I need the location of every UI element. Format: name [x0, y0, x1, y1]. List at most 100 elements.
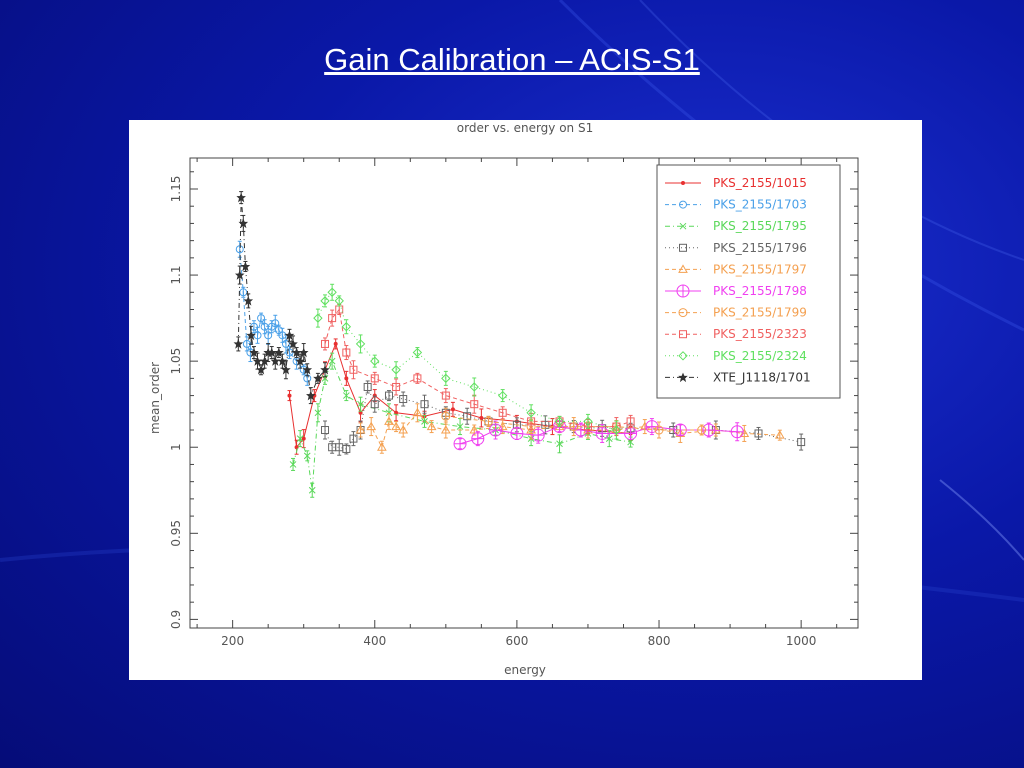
y-tick-label: 1.05: [169, 348, 183, 375]
data-point: [469, 425, 480, 434]
data-point: [489, 423, 503, 437]
data-point: [287, 393, 292, 398]
data-point: [456, 423, 464, 430]
data-point: [595, 426, 609, 440]
legend-marker: [681, 181, 685, 185]
data-point: [583, 416, 593, 427]
data-point: [392, 382, 401, 391]
data-point: [328, 314, 337, 323]
data-point: [277, 356, 288, 366]
legend-marker: [678, 264, 688, 273]
legend-label: XTE_J1118/1701: [713, 370, 811, 384]
data-point: [497, 390, 508, 401]
legend-marker: [678, 308, 688, 318]
legend-label: PKS_2155/2323: [713, 327, 807, 341]
x-axis-label: energy: [504, 663, 546, 677]
data-point: [470, 400, 479, 409]
legend-marker: [678, 372, 688, 383]
data-point: [342, 392, 350, 399]
data-point: [321, 426, 330, 435]
legend-label: PKS_2155/2324: [713, 349, 807, 363]
data-point: [370, 400, 379, 409]
series-pks-2155-2324: [313, 283, 622, 440]
y-tick-label: 1: [169, 443, 183, 451]
chart-figure: order vs. energy on S1 energy mean_order…: [129, 120, 922, 680]
data-point: [426, 421, 437, 431]
data-point: [531, 428, 545, 442]
data-point: [569, 422, 579, 432]
y-tick-label: 1.15: [169, 176, 183, 203]
legend-marker: [679, 200, 687, 209]
legend-label: PKS_2155/1798: [713, 284, 807, 298]
data-point: [281, 364, 291, 375]
data-point: [271, 319, 280, 328]
data-point: [702, 423, 716, 437]
data-point: [510, 426, 524, 440]
data-point: [313, 313, 323, 323]
data-point: [333, 341, 338, 346]
data-point: [469, 382, 479, 392]
data-point: [730, 425, 744, 439]
data-point: [238, 218, 249, 229]
chart-legend: PKS_2155/1015 PKS_2155/1703 PKS_2155/1795 P…: [656, 164, 841, 399]
data-point: [556, 440, 563, 448]
data-point: [296, 435, 304, 442]
data-point: [240, 261, 251, 272]
x-tick-label: 400: [363, 634, 386, 648]
data-point: [344, 376, 349, 381]
series-line: [317, 291, 617, 431]
data-point: [314, 409, 322, 417]
legend-marker: [678, 351, 688, 361]
data-point: [624, 426, 638, 440]
data-point: [233, 339, 244, 349]
data-point: [391, 421, 401, 431]
data-point: [498, 408, 507, 417]
data-point: [450, 407, 455, 412]
data-point: [440, 425, 451, 434]
series-line: [324, 308, 631, 428]
data-point: [327, 287, 337, 297]
data-point: [370, 356, 380, 366]
data-point: [774, 430, 785, 439]
data-point: [342, 444, 351, 453]
data-point: [320, 364, 330, 375]
data-point: [357, 400, 364, 408]
data-point: [358, 410, 363, 415]
data-point: [654, 425, 664, 435]
chart-title: order vs. energy on S1: [457, 121, 593, 135]
series-pks-2155-1795: [289, 352, 634, 498]
data-point: [289, 461, 297, 468]
data-point: [303, 452, 311, 460]
data-point: [363, 382, 372, 391]
series-line: [292, 359, 631, 491]
y-tick-label: 0.9: [169, 610, 183, 629]
data-point: [627, 438, 634, 446]
data-point: [341, 322, 352, 332]
y-tick-label: 0.95: [169, 520, 183, 547]
data-point: [328, 357, 336, 365]
x-tick-label: 800: [648, 634, 671, 648]
data-point: [249, 347, 259, 358]
data-point: [420, 400, 429, 409]
data-point: [697, 425, 707, 435]
data-point: [441, 391, 450, 400]
data-point: [377, 442, 387, 451]
series-line: [237, 197, 326, 398]
data-point: [399, 395, 408, 404]
legend-box: [656, 164, 841, 399]
data-point: [349, 365, 358, 374]
legend-marker: [679, 222, 687, 230]
data-point: [384, 416, 394, 425]
data-point: [754, 429, 763, 438]
data-point: [441, 373, 451, 384]
data-point: [284, 330, 295, 341]
data-point: [645, 420, 659, 434]
legend-marker: [679, 243, 687, 252]
data-point: [391, 365, 401, 375]
data-point: [412, 347, 423, 358]
y-tick-label: 1.1: [169, 266, 183, 285]
data-point: [611, 425, 622, 435]
data-point: [355, 425, 366, 434]
data-point: [385, 409, 393, 417]
data-point: [355, 339, 366, 349]
